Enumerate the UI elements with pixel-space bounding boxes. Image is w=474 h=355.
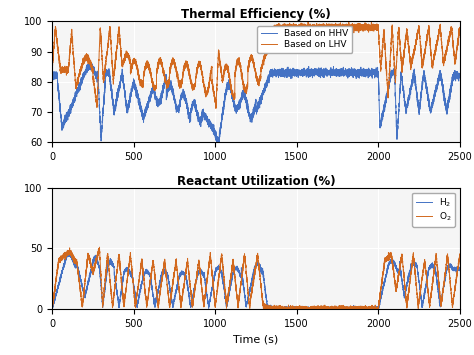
Title: Thermal Efficiency (%): Thermal Efficiency (%)	[181, 8, 331, 21]
Legend: H$_2$, O$_2$: H$_2$, O$_2$	[412, 192, 455, 226]
Based on HHV	[86, 60, 91, 64]
H$_2$	[51, 301, 57, 305]
H$_2$	[66, 253, 72, 257]
Based on LHV	[305, 20, 311, 24]
O$_2$	[129, 271, 135, 275]
H$_2$	[248, 278, 254, 283]
Line: O$_2$: O$_2$	[52, 247, 460, 309]
Based on LHV	[51, 44, 57, 48]
Based on LHV	[129, 66, 135, 70]
H$_2$	[436, 289, 441, 294]
H$_2$	[49, 307, 55, 311]
Legend: Based on HHV, Based on LHV: Based on HHV, Based on LHV	[257, 26, 352, 53]
Based on HHV	[66, 110, 72, 114]
Based on LHV	[73, 81, 79, 86]
O$_2$	[457, 254, 463, 258]
H$_2$	[65, 250, 71, 254]
Based on LHV	[457, 26, 463, 30]
Based on HHV	[249, 118, 255, 122]
Based on LHV	[436, 33, 441, 37]
Based on HHV	[51, 77, 57, 81]
Line: H$_2$: H$_2$	[52, 252, 460, 309]
O$_2$	[436, 275, 441, 279]
Based on HHV	[73, 88, 79, 92]
H$_2$	[74, 263, 80, 267]
O$_2$	[97, 245, 102, 249]
Line: Based on LHV: Based on LHV	[52, 22, 460, 109]
Based on LHV	[213, 106, 219, 111]
Line: Based on HHV: Based on HHV	[52, 62, 460, 145]
O$_2$	[51, 294, 57, 299]
O$_2$	[248, 291, 254, 296]
H$_2$	[129, 271, 135, 275]
Based on HHV	[216, 143, 221, 147]
O$_2$	[66, 251, 72, 255]
Based on HHV	[49, 71, 55, 75]
H$_2$	[457, 267, 463, 271]
Based on HHV	[436, 76, 441, 81]
O$_2$	[73, 257, 79, 262]
Title: Reactant Utilization (%): Reactant Utilization (%)	[177, 175, 335, 188]
X-axis label: Time (s): Time (s)	[233, 334, 279, 344]
Based on HHV	[129, 85, 135, 89]
Based on LHV	[49, 68, 55, 72]
Based on LHV	[248, 53, 254, 57]
O$_2$	[49, 307, 55, 311]
Based on LHV	[66, 60, 72, 65]
Based on HHV	[457, 76, 463, 80]
